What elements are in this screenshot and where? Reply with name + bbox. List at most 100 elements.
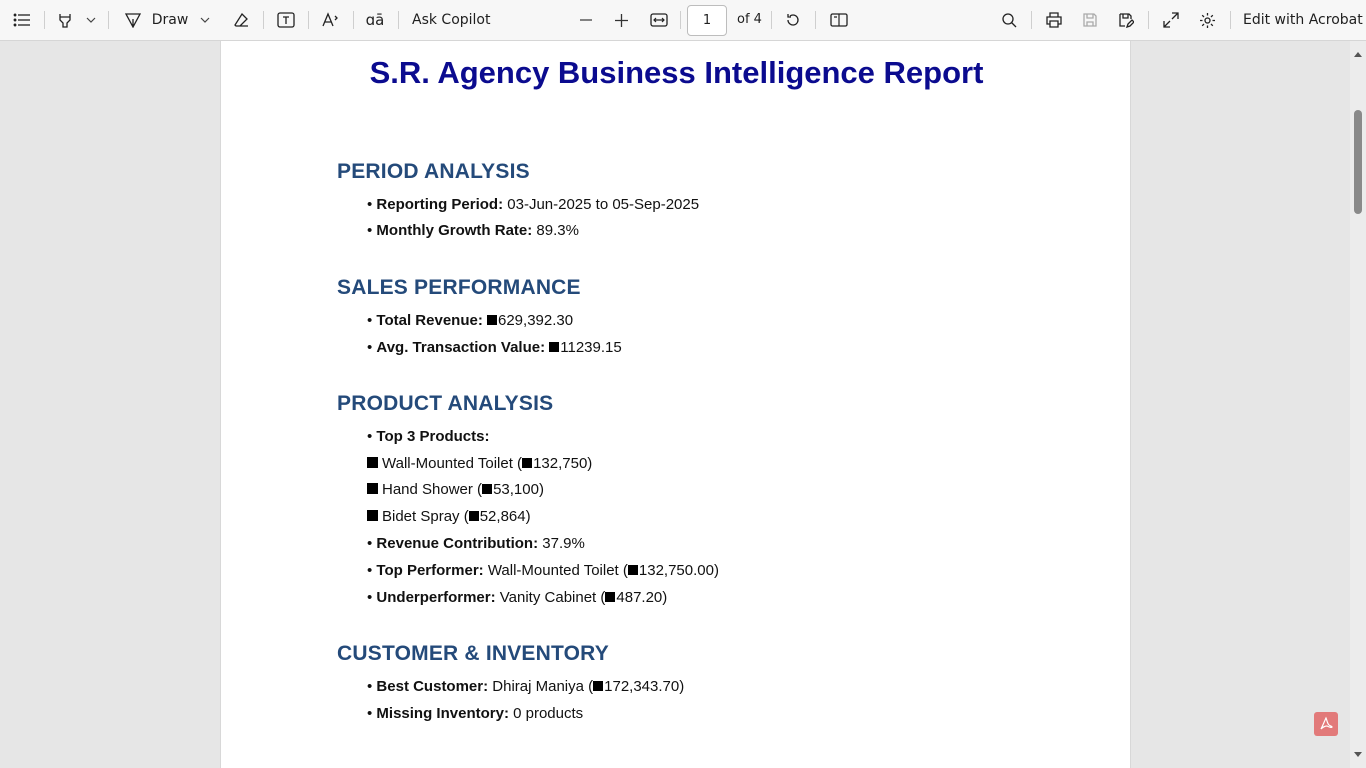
ask-copilot-label: Ask Copilot <box>412 12 491 28</box>
best-customer-value: 172,343.70) <box>604 678 685 695</box>
best-customer-label: Best Customer: <box>376 678 489 695</box>
total-revenue-label: Total Revenue: <box>376 312 483 329</box>
reporting-period-line: • Reporting Period: 03-Jun-2025 to 05-Se… <box>367 196 700 213</box>
underperformer-line: • Underperformer: Vanity Cabinet (487.20… <box>367 589 668 606</box>
square-bullet-icon <box>367 457 378 468</box>
total-revenue-line: • Total Revenue: 629,392.30 <box>367 312 574 329</box>
square-bullet-icon <box>367 483 378 494</box>
toolbar-separator <box>1148 11 1149 29</box>
search-icon[interactable] <box>997 0 1021 40</box>
highlighter-icon[interactable] <box>52 0 78 40</box>
underperformer-label: Underperformer: <box>376 589 496 606</box>
read-aloud-icon[interactable] <box>318 0 344 40</box>
draw-dropdown-chevron-icon[interactable] <box>196 0 214 40</box>
square-bullet-icon <box>367 510 378 521</box>
top-performer-label: Top Performer: <box>376 562 484 579</box>
save-as-icon[interactable] <box>1114 0 1138 40</box>
growth-rate-value: 89.3% <box>532 222 579 239</box>
toolbar-separator <box>815 11 816 29</box>
product-name: Bidet Spray ( <box>382 508 469 525</box>
missing-glyph-icon <box>522 458 533 468</box>
section-heading-sales: SALES PERFORMANCE <box>337 276 581 299</box>
product-name: Hand Shower ( <box>382 481 483 498</box>
growth-rate-line: • Monthly Growth Rate: 89.3% <box>367 222 579 239</box>
vertical-scrollbar[interactable] <box>1350 41 1366 768</box>
top3-products-label: Top 3 Products: <box>376 428 490 445</box>
missing-glyph-icon <box>487 315 497 325</box>
top-performer-name: Wall-Mounted Toilet ( <box>483 562 628 579</box>
fullscreen-icon[interactable] <box>1159 0 1183 40</box>
section-heading-customer: CUSTOMER & INVENTORY <box>337 642 609 665</box>
translate-icon[interactable]: ɑā <box>365 11 385 29</box>
top-performer-line: • Top Performer: Wall-Mounted Toilet (13… <box>367 562 719 579</box>
page-view-icon[interactable] <box>826 0 852 40</box>
contents-list-icon[interactable] <box>8 0 36 40</box>
draw-label: Draw <box>151 12 189 28</box>
top-performer-value: 132,750.00) <box>638 562 719 579</box>
product-value: 52,864) <box>479 508 531 525</box>
missing-glyph-icon <box>605 592 616 602</box>
add-text-icon[interactable] <box>273 0 299 40</box>
toolbar-separator <box>263 11 264 29</box>
settings-gear-icon[interactable] <box>1195 0 1219 40</box>
acrobat-logo-icon[interactable] <box>1314 712 1338 736</box>
scroll-up-arrow-icon[interactable] <box>1353 49 1363 59</box>
zoom-out-icon[interactable] <box>575 0 597 40</box>
section-heading-product: PRODUCT ANALYSIS <box>337 392 554 415</box>
underperformer-value: 487.20) <box>616 589 668 606</box>
scroll-thumb[interactable] <box>1354 110 1362 214</box>
missing-glyph-icon <box>468 511 479 521</box>
toolbar-separator <box>308 11 309 29</box>
print-icon[interactable] <box>1042 0 1066 40</box>
best-customer-name: Dhiraj Maniya ( <box>488 678 594 695</box>
draw-pen-icon[interactable] <box>120 0 146 40</box>
reporting-period-value: 03-Jun-2025 to 05-Sep-2025 <box>503 196 700 213</box>
toolbar-separator <box>1230 11 1231 29</box>
zoom-in-icon[interactable] <box>610 0 632 40</box>
product-value: 132,750) <box>533 455 593 472</box>
revenue-contribution-label: Revenue Contribution: <box>376 535 539 552</box>
product-list-item: Wall-Mounted Toilet ( 132,750) <box>367 455 592 472</box>
toolbar-separator <box>771 11 772 29</box>
missing-inventory-value: 0 products <box>508 705 584 722</box>
scroll-down-arrow-icon[interactable] <box>1353 749 1363 759</box>
edit-with-acrobat-button[interactable]: Edit with Acrobat <box>1243 0 1363 40</box>
missing-inventory-line: • Missing Inventory: 0 products <box>367 705 584 722</box>
fit-width-icon[interactable] <box>646 0 672 40</box>
save-icon[interactable] <box>1078 0 1102 40</box>
pdf-page: S.R. Agency Business Intelligence Report… <box>220 41 1131 768</box>
missing-glyph-icon <box>627 565 638 575</box>
toolbar-separator <box>680 11 681 29</box>
pdf-toolbar: Draw ɑā Ask Copilot 1 of 4 <box>0 0 1366 41</box>
revenue-contribution-line: • Revenue Contribution: 37.9% <box>367 535 585 552</box>
toolbar-separator <box>353 11 354 29</box>
missing-glyph-icon <box>593 681 604 691</box>
missing-glyph-icon <box>482 484 493 494</box>
underperformer-name: Vanity Cabinet ( <box>495 589 606 606</box>
growth-rate-label: Monthly Growth Rate: <box>376 222 533 239</box>
page-number-input[interactable]: 1 <box>687 5 727 36</box>
avg-transaction-value: 11239.15 <box>560 339 622 356</box>
page-total: of 4 <box>737 12 762 27</box>
draw-button[interactable]: Draw <box>150 0 190 40</box>
product-value: 53,100) <box>493 481 544 498</box>
missing-glyph-icon <box>549 342 560 352</box>
ask-copilot-button[interactable]: Ask Copilot <box>412 0 492 40</box>
best-customer-line: • Best Customer: Dhiraj Maniya (172,343.… <box>367 678 685 695</box>
product-list-item: Hand Shower ( 53,100) <box>367 481 544 498</box>
total-revenue-value: 629,392.30 <box>498 312 574 329</box>
report-title: S.R. Agency Business Intelligence Report <box>369 55 984 90</box>
section-heading-period: PERIOD ANALYSIS <box>337 160 530 183</box>
avg-transaction-line: • Avg. Transaction Value: 11239.15 <box>367 339 622 356</box>
missing-inventory-label: Missing Inventory: <box>376 705 509 722</box>
product-name: Wall-Mounted Toilet ( <box>382 455 523 472</box>
eraser-icon[interactable] <box>229 0 253 40</box>
toolbar-separator <box>108 11 109 29</box>
toolbar-separator <box>398 11 399 29</box>
product-list-item: Bidet Spray ( 52,864) <box>367 508 531 525</box>
reporting-period-label: Reporting Period: <box>376 196 504 213</box>
edit-with-acrobat-label: Edit with Acrobat <box>1243 12 1363 28</box>
highlight-dropdown-chevron-icon[interactable] <box>82 0 100 40</box>
rotate-icon[interactable] <box>781 0 805 40</box>
revenue-contribution-value: 37.9% <box>538 535 585 552</box>
